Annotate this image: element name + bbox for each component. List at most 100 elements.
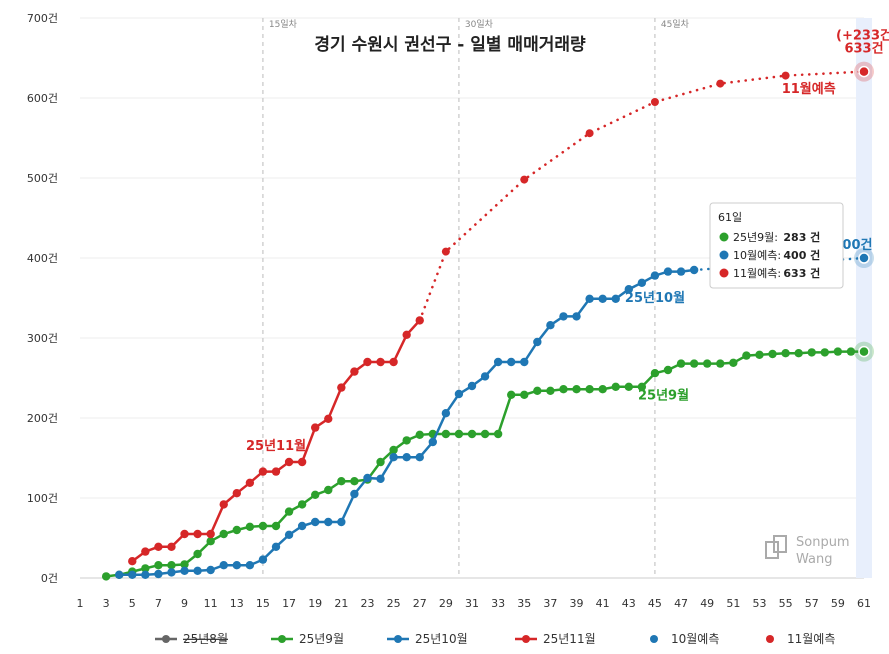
data-point[interactable]: [324, 485, 333, 495]
data-point[interactable]: [520, 357, 529, 367]
data-point[interactable]: [101, 572, 111, 581]
data-point[interactable]: [180, 529, 189, 539]
data-point[interactable]: [637, 278, 647, 287]
series-line[interactable]: [119, 268, 695, 577]
data-point[interactable]: [716, 359, 725, 368]
data-point[interactable]: [546, 321, 555, 330]
data-point[interactable]: [258, 467, 268, 476]
data-point[interactable]: [284, 457, 294, 467]
data-point[interactable]: [219, 529, 228, 539]
data-point[interactable]: [650, 369, 660, 378]
data-point[interactable]: [820, 348, 829, 357]
data-point[interactable]: [258, 521, 268, 531]
data-point[interactable]: [402, 436, 411, 445]
data-point[interactable]: [729, 358, 738, 367]
data-point[interactable]: [546, 386, 555, 395]
series-layer[interactable]: [101, 61, 874, 581]
forecast-line[interactable]: [418, 70, 866, 322]
data-point[interactable]: [297, 500, 307, 509]
data-point[interactable]: [141, 564, 150, 573]
data-point[interactable]: [755, 350, 764, 359]
data-point[interactable]: [598, 385, 607, 394]
data-point[interactable]: [154, 561, 163, 570]
data-point[interactable]: [768, 349, 777, 359]
data-point[interactable]: [493, 429, 503, 439]
data-point[interactable]: [611, 294, 620, 303]
data-point[interactable]: [284, 530, 294, 539]
legend-item[interactable]: 25년8월: [155, 632, 228, 646]
data-point[interactable]: [441, 409, 451, 418]
data-point[interactable]: [585, 129, 594, 138]
data-point[interactable]: [572, 385, 581, 394]
data-point[interactable]: [271, 542, 281, 551]
data-point[interactable]: [428, 437, 437, 447]
data-point[interactable]: [624, 382, 633, 391]
data-point[interactable]: [650, 271, 660, 280]
data-point[interactable]: [219, 500, 228, 509]
data-point[interactable]: [611, 382, 620, 391]
data-point[interactable]: [742, 351, 751, 360]
data-point[interactable]: [467, 429, 477, 439]
data-point[interactable]: [232, 525, 241, 535]
data-point[interactable]: [376, 357, 385, 367]
data-point[interactable]: [350, 489, 359, 499]
data-point[interactable]: [245, 522, 255, 531]
data-point[interactable]: [245, 478, 255, 487]
data-point[interactable]: [663, 267, 673, 276]
data-point[interactable]: [376, 457, 385, 467]
data-point[interactable]: [311, 490, 320, 499]
data-point[interactable]: [389, 453, 398, 462]
data-point[interactable]: [650, 98, 659, 106]
data-point[interactable]: [533, 337, 542, 347]
legend-item[interactable]: 25년10월: [387, 632, 468, 646]
data-point[interactable]: [376, 474, 385, 483]
data-point[interactable]: [115, 570, 124, 579]
data-point[interactable]: [441, 247, 450, 256]
data-point[interactable]: [350, 367, 359, 376]
data-point[interactable]: [533, 386, 542, 395]
data-point[interactable]: [807, 348, 816, 357]
data-point[interactable]: [206, 537, 215, 546]
legend-item[interactable]: 10월예측: [650, 632, 719, 646]
data-point[interactable]: [415, 453, 424, 462]
data-point[interactable]: [271, 467, 281, 476]
data-point[interactable]: [193, 549, 202, 559]
data-point[interactable]: [389, 357, 398, 367]
data-point[interactable]: [232, 489, 241, 498]
data-point[interactable]: [311, 517, 320, 527]
legend-item[interactable]: 25년11월: [515, 632, 596, 646]
data-point[interactable]: [363, 473, 372, 483]
legend-item[interactable]: 11월예측: [766, 632, 835, 646]
data-point[interactable]: [284, 507, 294, 516]
data-point[interactable]: [716, 79, 725, 88]
data-point[interactable]: [154, 569, 163, 579]
data-point[interactable]: [219, 561, 228, 570]
data-point[interactable]: [454, 389, 464, 399]
data-point[interactable]: [833, 347, 843, 356]
data-point[interactable]: [180, 560, 189, 569]
data-point[interactable]: [480, 429, 490, 439]
data-point[interactable]: [297, 521, 307, 531]
data-point[interactable]: [232, 561, 241, 570]
data-point[interactable]: [337, 517, 346, 527]
legend-item[interactable]: 25년9월: [271, 632, 344, 646]
data-point[interactable]: [167, 542, 176, 551]
data-point[interactable]: [245, 561, 255, 570]
data-point[interactable]: [781, 349, 790, 358]
data-point[interactable]: [794, 349, 803, 358]
data-point[interactable]: [624, 285, 633, 294]
data-point[interactable]: [167, 568, 176, 577]
data-point[interactable]: [167, 561, 176, 570]
data-point[interactable]: [350, 477, 359, 486]
data-point[interactable]: [858, 345, 870, 358]
data-point[interactable]: [676, 267, 686, 276]
data-point[interactable]: [141, 570, 150, 579]
data-point[interactable]: [337, 383, 346, 392]
data-point[interactable]: [858, 65, 870, 78]
data-point[interactable]: [585, 385, 594, 394]
data-point[interactable]: [154, 542, 163, 551]
data-point[interactable]: [507, 357, 516, 367]
data-point[interactable]: [520, 175, 529, 184]
data-point[interactable]: [128, 557, 137, 566]
data-point[interactable]: [141, 547, 150, 556]
